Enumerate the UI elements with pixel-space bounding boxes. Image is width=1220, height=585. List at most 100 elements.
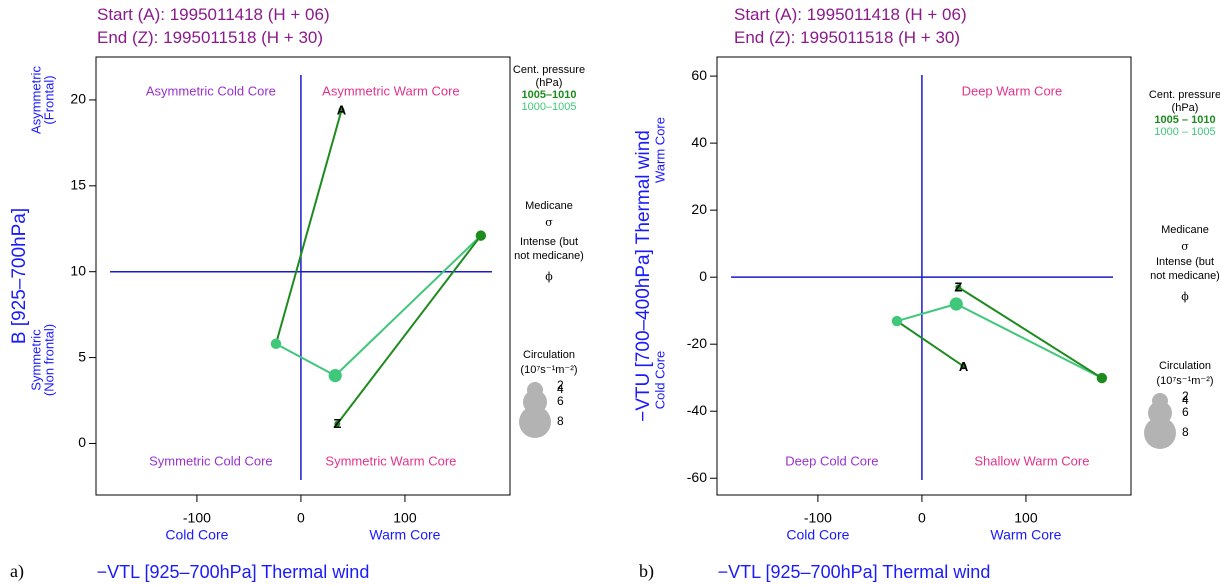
legend-size-label: 8 [557,414,564,428]
legend-title: (10⁷s⁻¹m⁻²) [520,364,577,376]
y-tick-label: -40 [687,402,707,418]
legend-medicane-symbol: σ [1181,240,1189,253]
x-tick-label: -100 [804,510,832,526]
track-point [1096,372,1108,384]
quadrant-label: Symmetric Cold Core [149,453,273,468]
legend-title: (hPa) [536,77,563,89]
x-tick-label: 0 [297,510,305,526]
track-segment [336,235,482,425]
legend-title: (hPa) [1172,102,1199,114]
panel: Start (A): 1995011418 (H + 06) End (Z): 1… [633,5,1220,582]
track-point [338,107,345,114]
plot-frame [716,56,1132,496]
track-point [949,297,963,311]
y-tick-label: -60 [687,469,707,485]
legend-size-label: 6 [557,394,564,408]
legend-medicane: Medicane [1161,224,1209,236]
x-tick-label: -100 [183,510,211,526]
track-segment [896,303,957,323]
legend-size-label: 6 [1182,405,1189,419]
y-side-label: (Frontal) [41,75,56,124]
y-side-label: Warm Core [652,117,667,183]
legend-size [519,406,551,438]
point-label: Z [954,280,962,295]
y-tick-label: -20 [687,335,707,351]
x-side-label: Warm Core [369,527,440,543]
track-point [955,284,962,291]
y-side-label: Asymmetric [28,66,43,134]
title: Start (A): 1995011418 (H + 06) [734,5,967,24]
y-tick-label: 10 [70,262,86,278]
title: End (Z): 1995011518 (H + 30) [734,28,960,47]
track-segment [275,342,336,377]
x-tick-label: 100 [393,510,417,526]
track-segment [955,303,1103,379]
legend-intense-symbol: ϕ [1181,290,1189,303]
panel-label: b) [639,561,654,582]
legend-size-label: 4 [1182,393,1189,407]
legend-intense: Intense (but [520,236,578,248]
quadrant-label: Asymmetric Warm Core [322,83,459,98]
track-segment [274,109,343,345]
legend-size-label: 8 [1182,425,1189,439]
legend-title: Circulation [1159,360,1211,372]
track-segment [896,320,965,368]
legend-entry: 1005 – 1010 [1154,114,1215,126]
x-axis-label: −VTL [925–700hPa] Thermal wind [97,562,370,582]
quadrant-label: Asymmetric Cold Core [146,83,276,98]
quadrant-label: Deep Cold Core [785,453,878,468]
track-point [475,230,487,241]
track-segment [957,286,1103,379]
y-tick-label: 0 [699,268,707,284]
y-tick-label: 5 [78,348,86,364]
point-label: A [337,103,347,118]
legend-title: (10⁷s⁻¹m⁻²) [1156,375,1213,387]
y-tick-label: 15 [70,177,86,193]
title: End (Z): 1995011518 (H + 30) [97,28,323,47]
point-label: Z [333,416,341,431]
track-point [328,369,342,383]
point-label: A [959,359,969,374]
y-tick-label: 0 [78,434,86,450]
track-point [891,315,903,327]
quadrant-label: Symmetric Warm Core [325,453,456,468]
legend-title: Circulation [523,349,575,361]
legend-size-label: 2 [557,378,564,392]
legend-medicane-symbol: σ [545,216,553,229]
y-tick-label: 60 [691,67,707,83]
y-side-label: Symmetric [28,329,43,391]
x-side-label: Cold Core [786,527,849,543]
legend-medicane: Medicane [525,200,573,212]
legend-intense: Intense (but [1156,256,1214,268]
x-side-label: Warm Core [990,527,1061,543]
y-tick-label: 40 [691,134,707,150]
panel: Start (A): 1995011418 (H + 06) End (Z): 1… [9,5,585,582]
y-tick-label: 20 [70,91,86,107]
legend-size [1144,417,1176,449]
legend-intense: not medicane) [514,250,584,262]
plot-frame [95,56,511,496]
x-tick-label: 0 [918,510,926,526]
legend-title: Cent. pressure [513,64,585,76]
track-point [270,338,282,350]
legend-size-label: 2 [1182,389,1189,403]
quadrant-label: Deep Warm Core [962,83,1063,98]
legend-entry: 1000–1005 [521,101,576,113]
y-side-label: Cold Core [652,351,667,410]
track-point [960,363,967,370]
legend-size-label: 4 [557,382,564,396]
legend-entry: 1005–1010 [521,89,576,101]
x-axis-label: −VTL [925–700hPa] Thermal wind [718,562,991,582]
track-segment [334,234,482,377]
y-side-label: (Non frontal) [41,324,56,396]
track-point [334,420,341,427]
quadrant-label: Shallow Warm Core [974,453,1089,468]
x-side-label: Cold Core [165,527,228,543]
legend-entry: 1000 – 1005 [1154,126,1215,138]
y-tick-label: 20 [691,201,707,217]
legend-intense: not medicane) [1150,270,1220,282]
panel-label: a) [10,561,24,582]
legend-intense-symbol: ϕ [545,270,553,283]
y-axis-label: B [925–700hPa] [9,208,30,344]
